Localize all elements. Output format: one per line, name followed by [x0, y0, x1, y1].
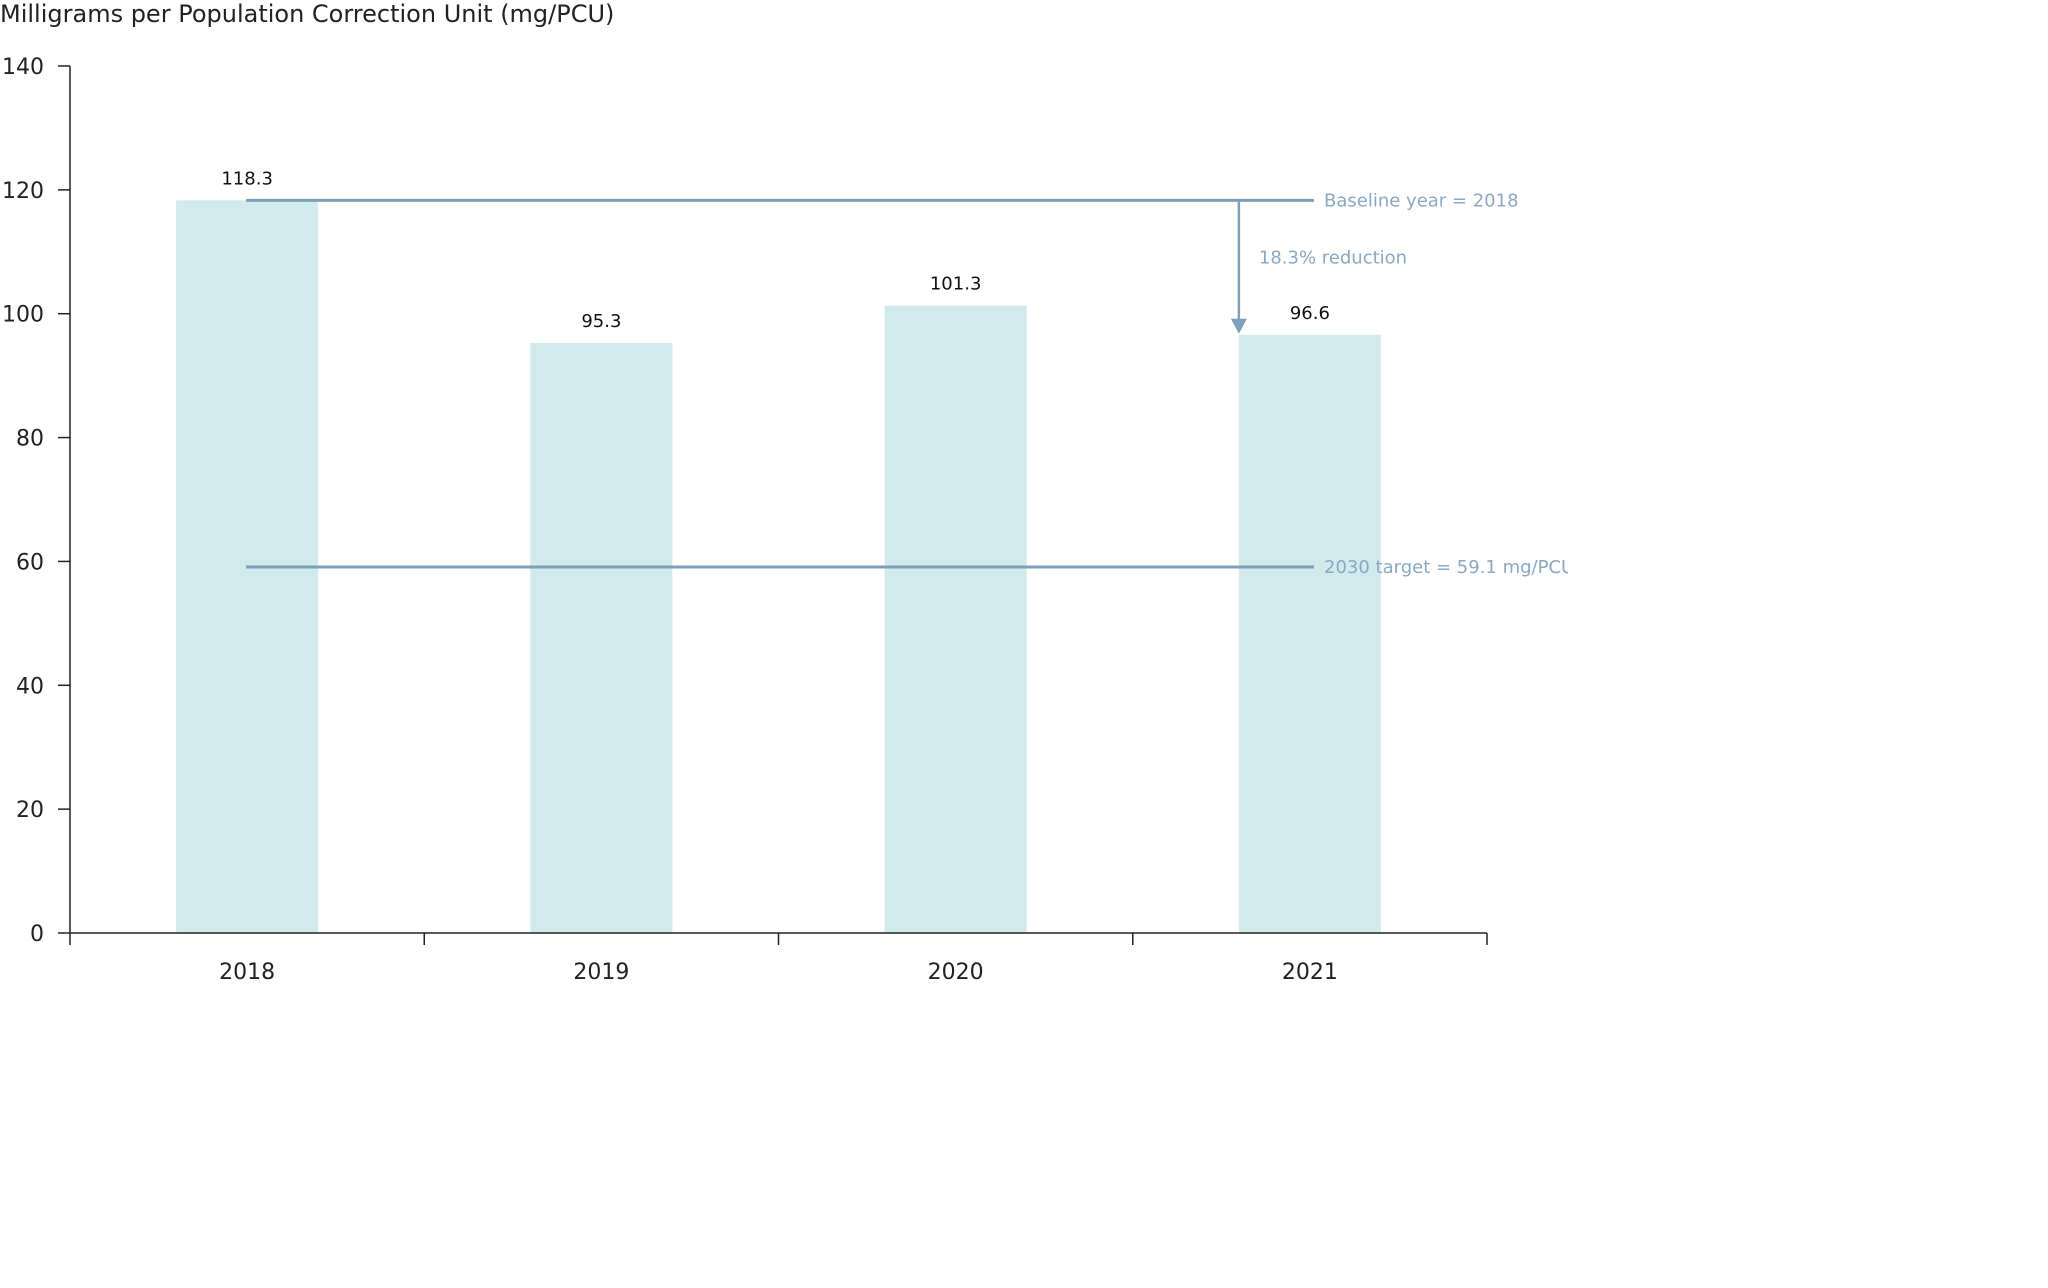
data-label-2019: 95.3	[581, 311, 621, 332]
bar-2019	[530, 342, 673, 934]
x-tick-label-2021: 2021	[1282, 960, 1338, 985]
y-tick-label-100: 100	[2, 303, 44, 328]
y-axis-title: Milligrams per Population Correction Uni…	[0, 0, 614, 28]
bar-chart: Milligrams per Population Correction Uni…	[0, 0, 1568, 985]
reference-label-1: 2030 target = 59.1 mg/PCU	[1324, 557, 1568, 578]
y-tick-label-60: 60	[16, 550, 44, 575]
x-tick-label-2020: 2020	[928, 960, 984, 985]
y-tick-label-20: 20	[16, 798, 44, 823]
y-tick-label-120: 120	[2, 179, 44, 204]
data-label-2021: 96.6	[1290, 303, 1330, 324]
x-tick-label-2019: 2019	[573, 960, 629, 985]
reduction-label: 18.3% reduction	[1259, 248, 1407, 269]
data-label-2018: 118.3	[221, 168, 273, 189]
data-label-2020: 101.3	[930, 274, 982, 295]
reduction-arrow-head	[1230, 318, 1247, 334]
y-tick-label-80: 80	[16, 427, 44, 452]
reference-label-0: Baseline year = 2018	[1324, 190, 1519, 211]
bar-2021	[1238, 334, 1381, 933]
x-tick-label-2018: 2018	[219, 960, 275, 985]
bar-2020	[884, 305, 1027, 933]
y-tick-label-0: 0	[30, 922, 44, 947]
y-tick-label-40: 40	[16, 674, 44, 699]
y-tick-label-140: 140	[2, 55, 44, 80]
